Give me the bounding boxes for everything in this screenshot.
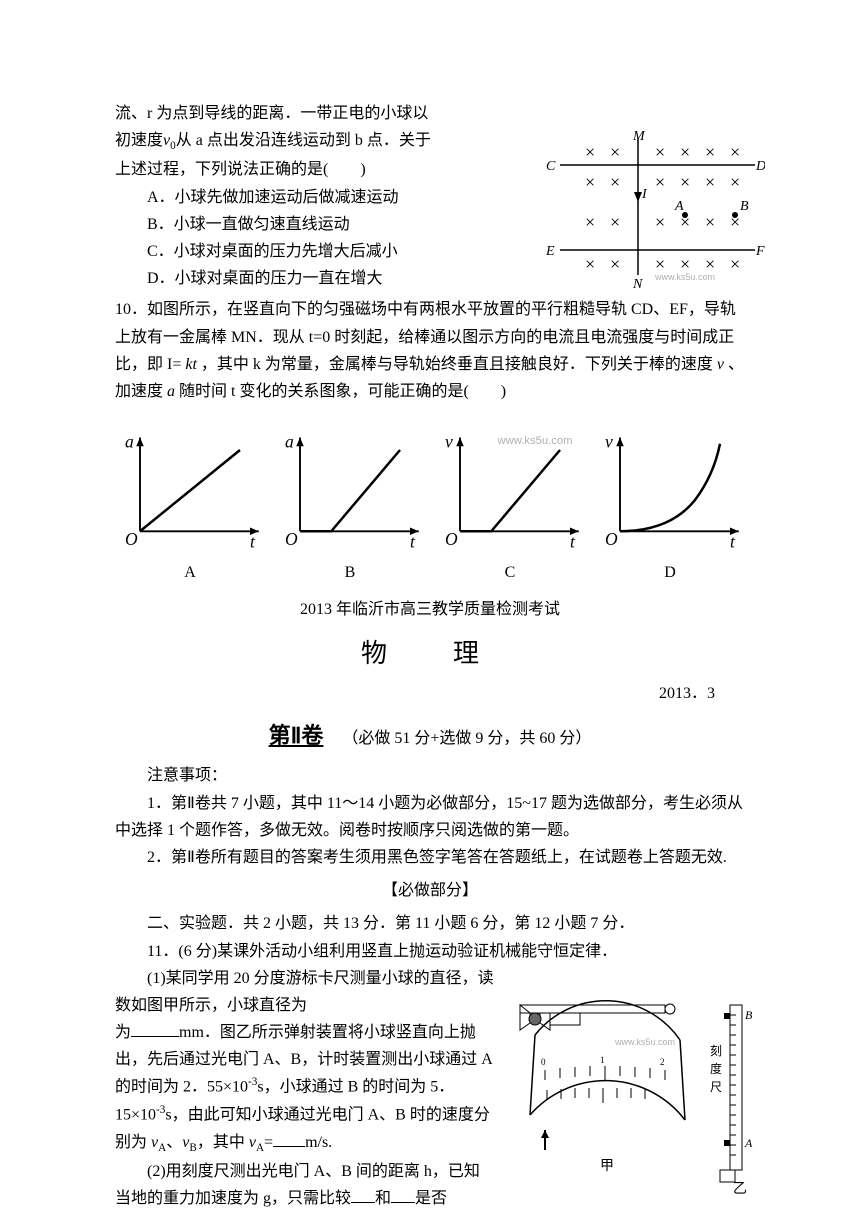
svg-text:a: a [125,432,134,452]
label-n: N [632,277,643,290]
option-d: D．小球对桌面的压力一直在增大 [115,265,515,292]
svg-text:×: × [610,142,620,162]
svg-text:×: × [680,172,690,192]
graph-d: v t O D [595,425,745,586]
svg-text:t: t [410,532,416,551]
svg-text:O: O [445,529,458,549]
svg-text:×: × [705,142,715,162]
q11-p2: (2)用刻度尺测出光电门 A、B 间的距离 h，已知当地的重力加速度为 g，只需… [115,1158,495,1212]
svg-text:1: 1 [600,1055,605,1065]
svg-text:a: a [285,432,294,452]
blank-compare2[interactable] [391,1202,415,1203]
svg-text:O: O [125,529,138,549]
svg-text:B: B [745,1008,753,1022]
svg-text:O: O [605,529,618,549]
q9-magnetic-field-diagram: ×××××× ×××××× ×××××× ×××××× M N C D E F … [540,130,765,290]
exam-date: 2013．3 [115,680,745,707]
graph-caption-a: A [115,559,265,586]
svg-text:×: × [655,254,665,274]
label-e: E [545,244,555,259]
q9-options: A．小球先做加速运动后做减速运动 B．小球一直做匀速直线运动 C．小球对桌面的压… [115,184,515,293]
graph-caption-b: B [275,559,425,586]
q11-text: (1)某同学用 20 分度游标卡尺测量小球的直径，读数如图甲所示，小球直径为 为… [115,965,495,1212]
exam-title: 2013 年临沂市高三教学质量检测考试 [115,596,745,623]
label-a-point: A [674,199,684,214]
option-a: A．小球先做加速运动后做减速运动 [115,184,515,211]
svg-text:×: × [680,254,690,274]
blank-va[interactable] [273,1146,305,1147]
svg-text:×: × [585,212,595,232]
svg-text:×: × [705,254,715,274]
svg-text:×: × [585,142,595,162]
question-11: (1)某同学用 20 分度游标卡尺测量小球的直径，读数如图甲所示，小球直径为 为… [115,965,745,1212]
svg-text:×: × [730,172,740,192]
svg-text:t: t [250,532,256,551]
option-c: C．小球对桌面的压力先增大后减小 [115,238,515,265]
label-c: C [546,159,556,174]
svg-text:t: t [730,532,736,551]
svg-text:尺: 尺 [710,1080,722,1094]
question-9: 流、r 为点到导线的距离．一带正电的小球以 初速度v0从 a 点出发沿连线运动到… [115,100,745,292]
q11-p1: (1)某同学用 20 分度游标卡尺测量小球的直径，读数如图甲所示，小球直径为 [115,965,495,1019]
svg-text:v: v [445,432,453,452]
notice-2: 2．第Ⅱ卷所有题目的答案考生须用黑色签字笔答在答题纸上，在试题卷上答题无效. [115,844,745,871]
section2-title: 二、实验题．共 2 小题，共 13 分．第 11 小题 6 分，第 12 小题 … [115,910,745,937]
svg-text:2: 2 [660,1057,665,1067]
watermark: www.ks5u.com [654,272,715,282]
notice-title: 注意事项： [115,762,745,789]
caption-jia: 甲 [600,1159,614,1174]
ruler-apparatus-icon: B A 刻 度 尺 [710,1005,753,1182]
svg-text:×: × [705,172,715,192]
label-i: I [641,187,648,202]
option-b: B．小球一直做匀速直线运动 [115,211,515,238]
watermark-11: www.ks5u.com [614,1037,675,1047]
q11-apparatus-diagram: 0 1 2 甲 B A 刻 度 尺 [505,995,755,1195]
svg-text:×: × [610,254,620,274]
graph-a: a t O A [115,425,265,586]
svg-text:×: × [655,142,665,162]
blank-compare1[interactable] [351,1202,375,1203]
svg-text:×: × [730,142,740,162]
ruler-label: 刻 [710,1044,722,1058]
svg-text:×: × [705,212,715,232]
q9-line3: 上述过程，下列说法正确的是( ) [115,156,515,183]
question-10: 10．如图所示，在竖直向下的匀强磁场中有两根水平放置的平行粗糙导轨 CD、EF，… [115,296,745,405]
svg-text:O: O [285,529,298,549]
subject-title: 物 理 [115,632,745,676]
q9-line1: 流、r 为点到导线的距离．一带正电的小球以 [115,100,515,127]
svg-text:×: × [730,254,740,274]
label-f: F [755,244,765,259]
svg-text:×: × [655,172,665,192]
svg-text:0: 0 [541,1057,546,1067]
section-title: 第Ⅱ卷 （必做 51 分+选做 9 分，共 60 分） [115,717,745,754]
notice-1: 1．第Ⅱ卷共 7 小题，其中 11～14 小题为必做部分，15~17 题为选做部… [115,790,745,844]
caption-yi: 乙 [733,1181,747,1195]
graph-c: v t O www.ks5u.com C [435,425,585,586]
label-d: D [755,159,765,174]
graph-row: a t O A a t O B v t O www.ks5u.com [115,425,745,586]
svg-text:A: A [744,1136,753,1150]
svg-text:www.ks5u.com: www.ks5u.com [497,435,573,447]
graph-caption-d: D [595,559,745,586]
q9-text-block: 流、r 为点到导线的距离．一带正电的小球以 初速度v0从 a 点出发沿连线运动到… [115,100,515,292]
svg-text:×: × [610,172,620,192]
svg-text:×: × [655,212,665,232]
q11-p1-cont: 为mm．图乙所示弹射装置将小球竖直向上抛出，先后通过光电门 A、B，计时装置测出… [115,1019,495,1158]
svg-text:×: × [585,172,595,192]
q11-intro: 11．(6 分)某课外活动小组利用竖直上抛运动验证机械能守恒定律． [115,938,745,965]
graph-caption-c: C [435,559,585,586]
svg-text:×: × [680,142,690,162]
label-b-point: B [740,199,749,214]
svg-text:v: v [605,432,613,452]
svg-text:×: × [610,212,620,232]
blank-diameter[interactable] [131,1036,179,1037]
svg-text:×: × [585,254,595,274]
required-section: 【必做部分】 [115,877,745,904]
q9-line2: 初速度v0从 a 点出发沿连线运动到 b 点．关于 [115,127,515,156]
graph-b: a t O B [275,425,425,586]
label-m: M [632,130,646,144]
svg-text:度: 度 [710,1061,722,1076]
svg-text:t: t [570,532,576,551]
caliper-zoom-icon: 0 1 2 [530,1000,685,1119]
